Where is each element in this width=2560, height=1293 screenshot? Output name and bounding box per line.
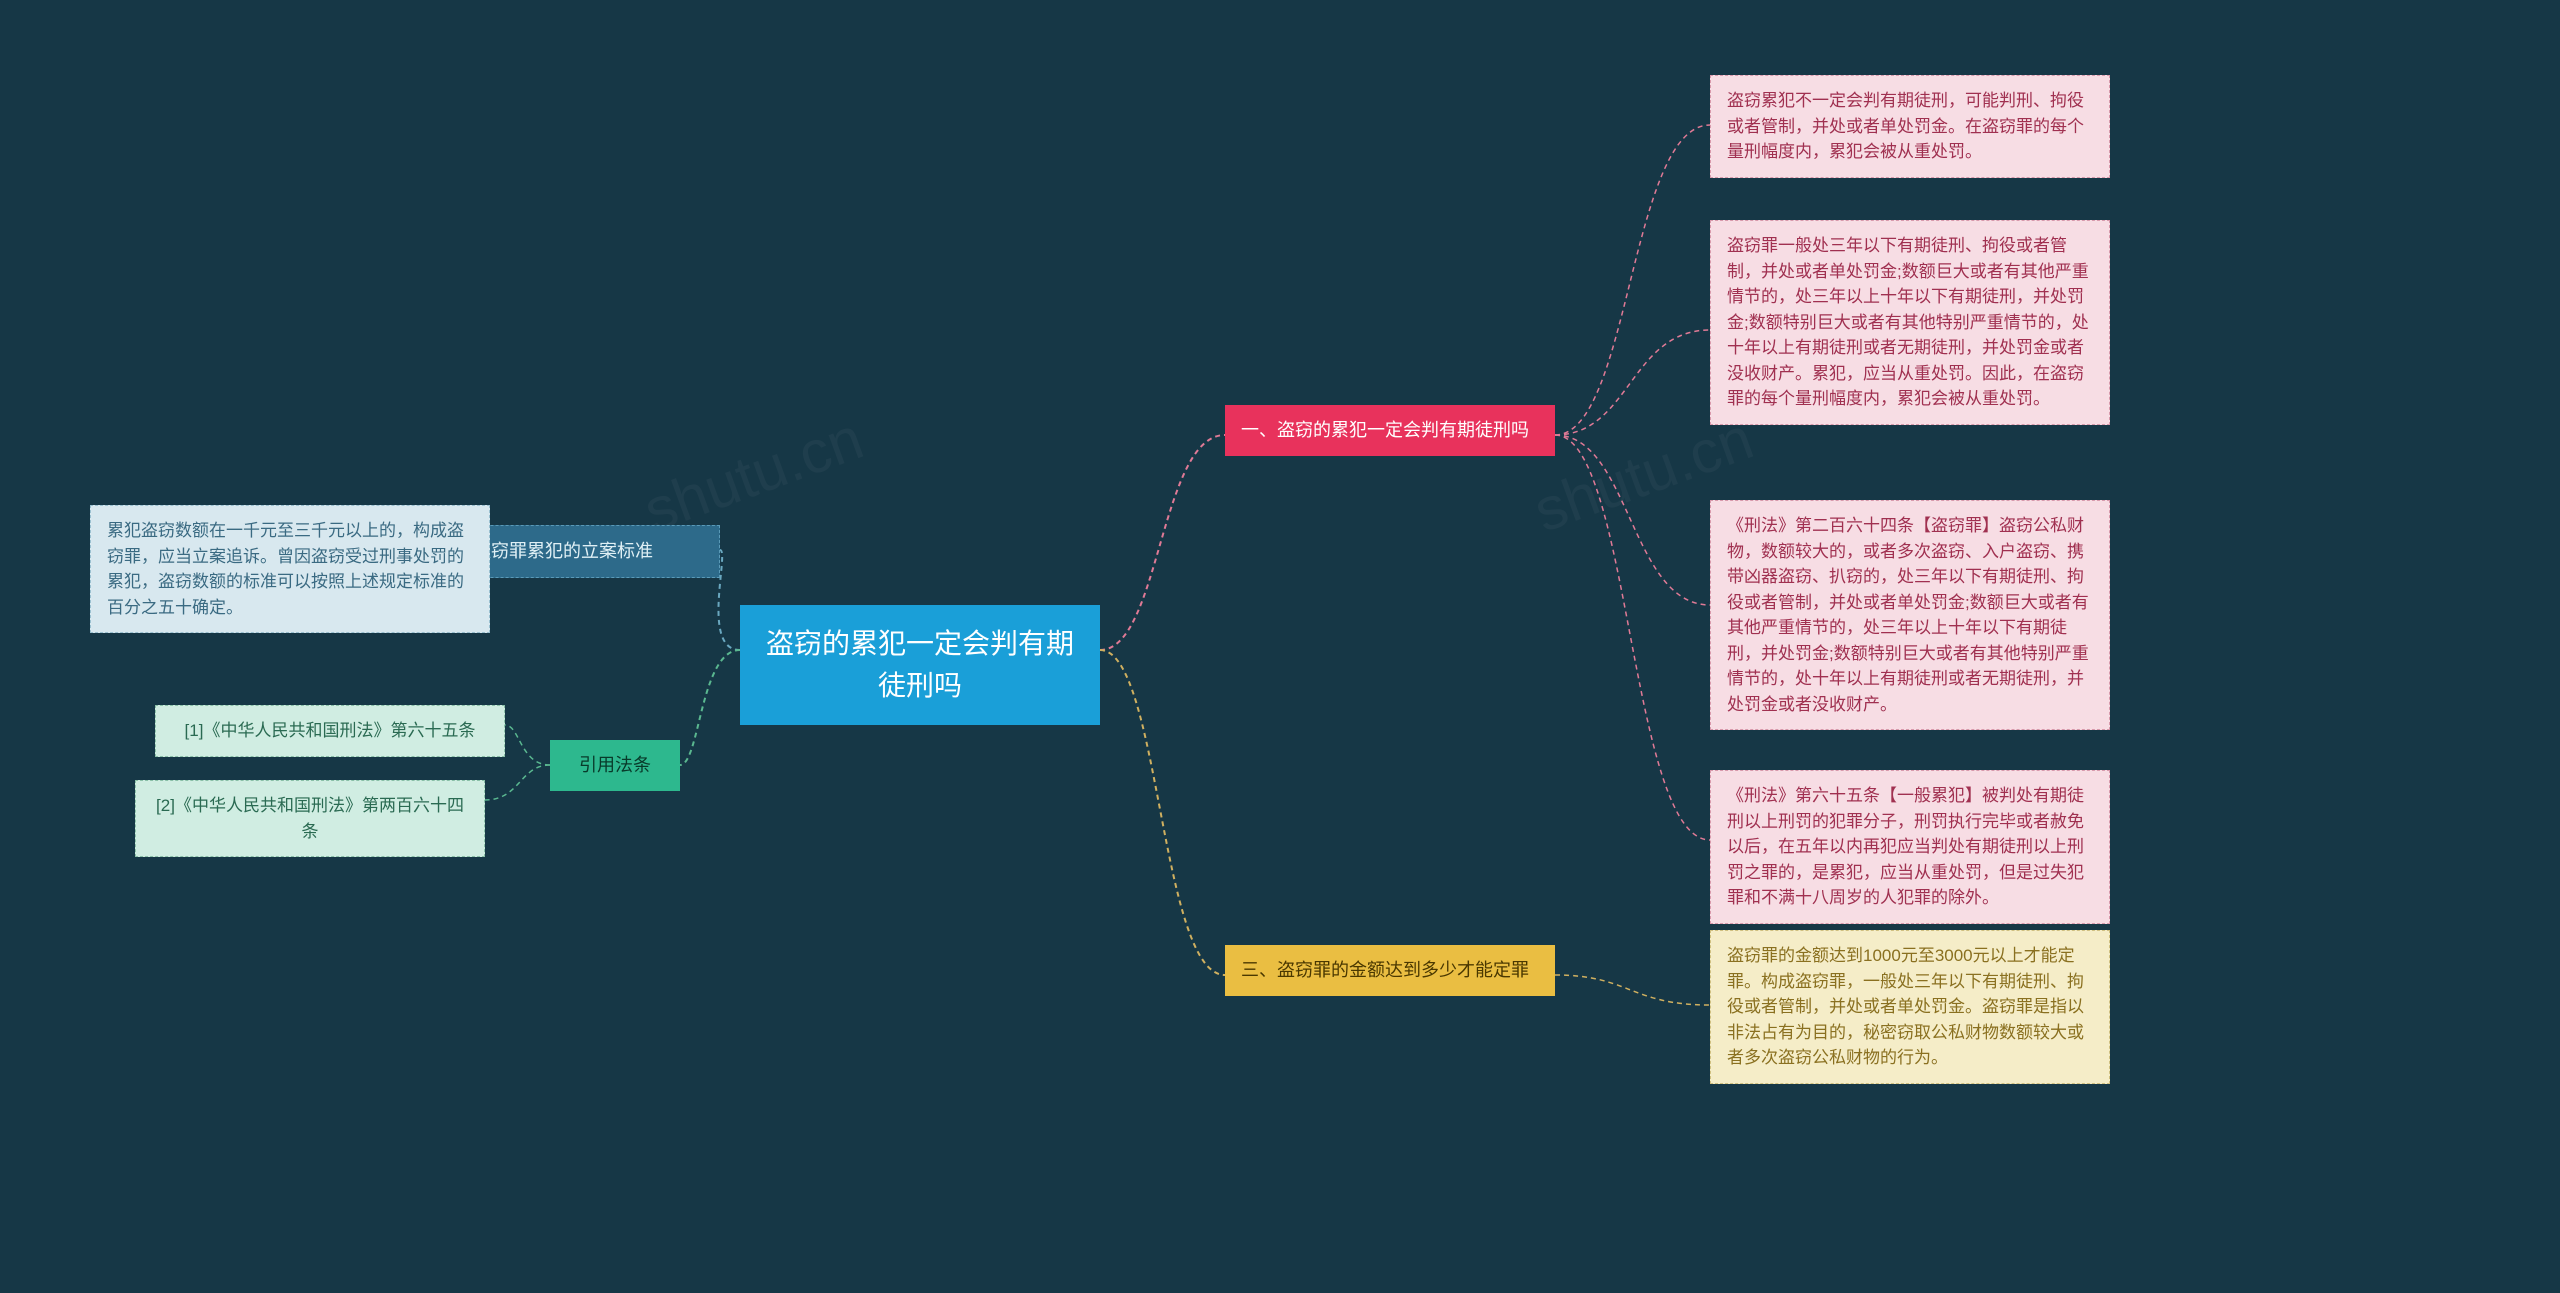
branch-3: 三、盗窃罪的金额达到多少才能定罪	[1225, 945, 1555, 996]
leaf-1b: 盗窃罪一般处三年以下有期徒刑、拘役或者管制，并处或者单处罚金;数额巨大或者有其他…	[1710, 220, 2110, 425]
connector-lines	[0, 0, 2560, 1293]
leaf-3a: 盗窃罪的金额达到1000元至3000元以上才能定罪。构成盗窃罪，一般处三年以下有…	[1710, 930, 2110, 1084]
leaf-1d: 《刑法》第六十五条【一般累犯】被判处有期徒刑以上刑罚的犯罪分子，刑罚执行完毕或者…	[1710, 770, 2110, 924]
leaf-1c: 《刑法》第二百六十四条【盗窃罪】盗窃公私财物，数额较大的，或者多次盗窃、入户盗窃…	[1710, 500, 2110, 730]
leaf-4b: [2]《中华人民共和国刑法》第两百六十四条	[135, 780, 485, 857]
center-node: 盗窃的累犯一定会判有期徒刑吗	[740, 605, 1100, 725]
leaf-1a: 盗窃累犯不一定会判有期徒刑，可能判刑、拘役或者管制，并处或者单处罚金。在盗窃罪的…	[1710, 75, 2110, 178]
branch-1: 一、盗窃的累犯一定会判有期徒刑吗	[1225, 405, 1555, 456]
leaf-2a: 累犯盗窃数额在一千元至三千元以上的，构成盗窃罪，应当立案追诉。曾因盗窃受过刑事处…	[90, 505, 490, 633]
leaf-4a: [1]《中华人民共和国刑法》第六十五条	[155, 705, 505, 757]
branch-cited-law: 引用法条	[550, 740, 680, 791]
